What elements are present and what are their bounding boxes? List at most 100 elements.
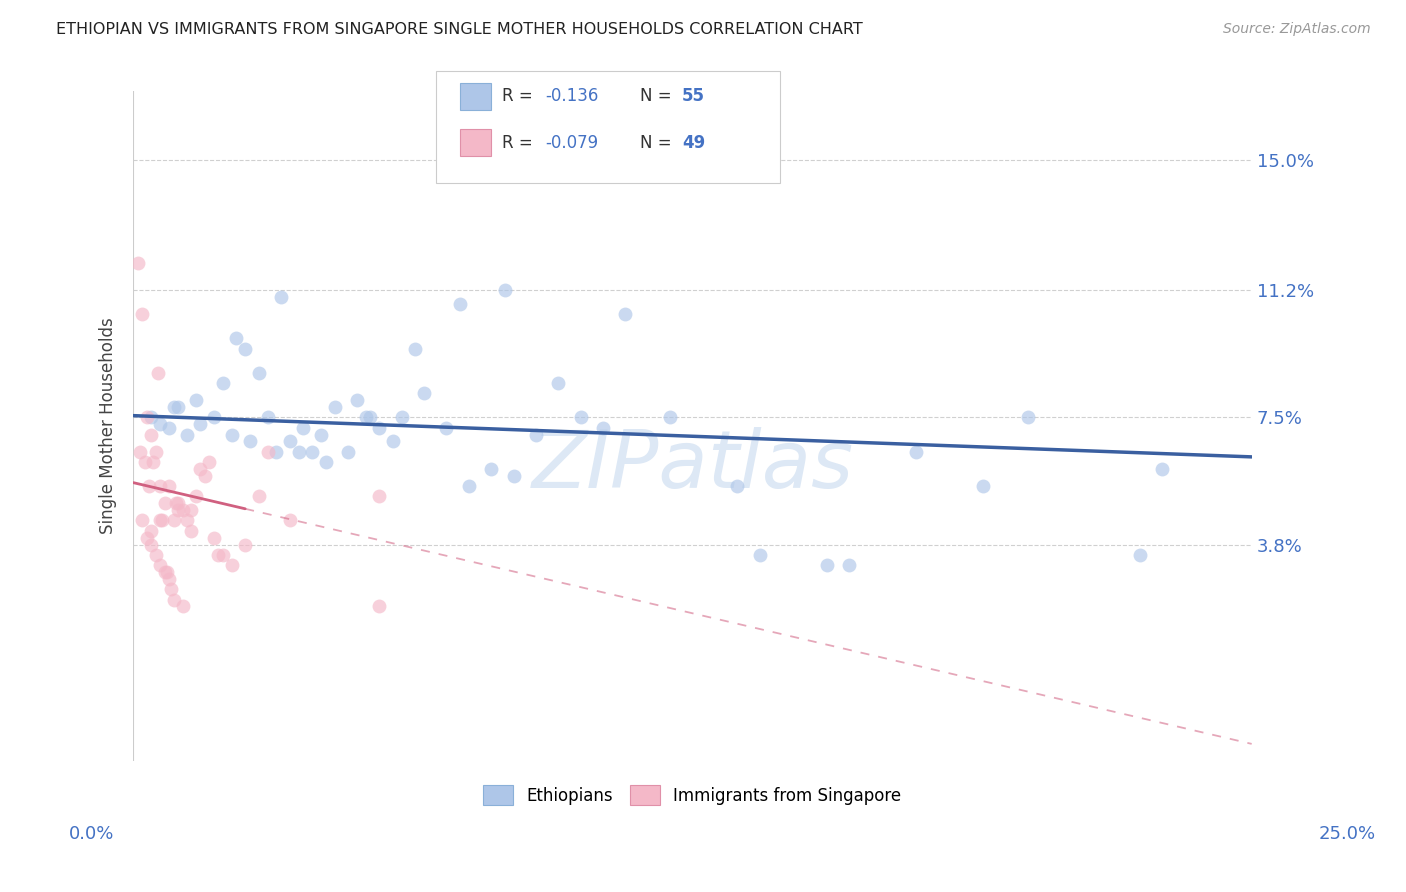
Point — [239, 434, 262, 449]
Point — [184, 393, 207, 408]
Point — [1129, 548, 1152, 562]
Point — [368, 420, 391, 434]
Point — [233, 537, 256, 551]
Point — [167, 503, 190, 517]
Point — [184, 490, 207, 504]
Point — [162, 592, 184, 607]
Point — [180, 503, 202, 517]
Text: Source: ZipAtlas.com: Source: ZipAtlas.com — [1223, 22, 1371, 37]
Point — [270, 290, 292, 304]
Point — [176, 513, 198, 527]
Point — [152, 513, 174, 527]
Text: ETHIOPIAN VS IMMIGRANTS FROM SINGAPORE SINGLE MOTHER HOUSEHOLDS CORRELATION CHAR: ETHIOPIAN VS IMMIGRANTS FROM SINGAPORE S… — [56, 22, 863, 37]
Point — [838, 558, 860, 573]
Point — [569, 410, 592, 425]
Point — [167, 400, 190, 414]
Point — [247, 490, 270, 504]
Point — [157, 572, 180, 586]
Point — [346, 393, 368, 408]
Point — [135, 531, 157, 545]
Point — [153, 565, 176, 579]
Text: 49: 49 — [682, 134, 706, 152]
Point — [156, 565, 179, 579]
Point — [221, 558, 243, 573]
Point — [157, 420, 180, 434]
Point — [413, 386, 436, 401]
Point — [278, 513, 301, 527]
Point — [256, 444, 278, 458]
Point — [190, 462, 212, 476]
Point — [149, 513, 172, 527]
Point — [160, 582, 183, 597]
Text: 55: 55 — [682, 87, 704, 105]
Point — [547, 376, 569, 390]
Point — [145, 548, 167, 562]
Point — [368, 599, 391, 614]
Y-axis label: Single Mother Households: Single Mother Households — [100, 318, 117, 534]
Point — [141, 537, 163, 551]
Point — [172, 599, 194, 614]
Point — [190, 417, 212, 432]
Text: R =: R = — [502, 134, 538, 152]
Point — [149, 558, 172, 573]
Point — [502, 468, 524, 483]
Point — [167, 496, 190, 510]
Point — [905, 444, 928, 458]
Point — [247, 366, 270, 380]
Point — [659, 410, 682, 425]
Point — [202, 410, 225, 425]
Point — [278, 434, 301, 449]
Point — [162, 400, 184, 414]
Point — [146, 366, 169, 380]
Point — [368, 490, 391, 504]
Point — [1152, 462, 1174, 476]
Point — [141, 524, 163, 538]
Point — [157, 479, 180, 493]
Point — [972, 479, 994, 493]
Point — [354, 410, 377, 425]
Point — [141, 410, 163, 425]
Point — [301, 444, 323, 458]
Text: -0.136: -0.136 — [546, 87, 599, 105]
Point — [725, 479, 748, 493]
Point — [524, 427, 547, 442]
Text: ZIPatlas: ZIPatlas — [531, 427, 853, 505]
Point — [141, 427, 163, 442]
Point — [233, 342, 256, 356]
Point — [145, 444, 167, 458]
Point — [172, 503, 194, 517]
Text: 0.0%: 0.0% — [69, 825, 114, 843]
Point — [256, 410, 278, 425]
Point — [221, 427, 243, 442]
Point — [129, 444, 152, 458]
Point — [288, 444, 311, 458]
Point — [266, 444, 288, 458]
Point — [180, 524, 202, 538]
Point — [194, 468, 217, 483]
Text: 25.0%: 25.0% — [1319, 825, 1375, 843]
Point — [391, 410, 413, 425]
Point — [134, 455, 156, 469]
Point — [1017, 410, 1039, 425]
Text: N =: N = — [640, 134, 676, 152]
Legend: Ethiopians, Immigrants from Singapore: Ethiopians, Immigrants from Singapore — [475, 777, 910, 814]
Point — [457, 479, 479, 493]
Point — [592, 420, 614, 434]
Point — [142, 455, 165, 469]
Point — [211, 376, 233, 390]
Point — [315, 455, 337, 469]
Point — [149, 417, 172, 432]
Point — [153, 496, 176, 510]
Text: R =: R = — [502, 87, 538, 105]
Point — [162, 513, 184, 527]
Point — [131, 307, 153, 321]
Point — [135, 410, 157, 425]
Text: N =: N = — [640, 87, 676, 105]
Point — [225, 331, 247, 345]
Point — [207, 548, 229, 562]
Point — [211, 548, 233, 562]
Text: -0.079: -0.079 — [546, 134, 599, 152]
Point — [198, 455, 221, 469]
Point — [614, 307, 637, 321]
Point — [127, 255, 149, 269]
